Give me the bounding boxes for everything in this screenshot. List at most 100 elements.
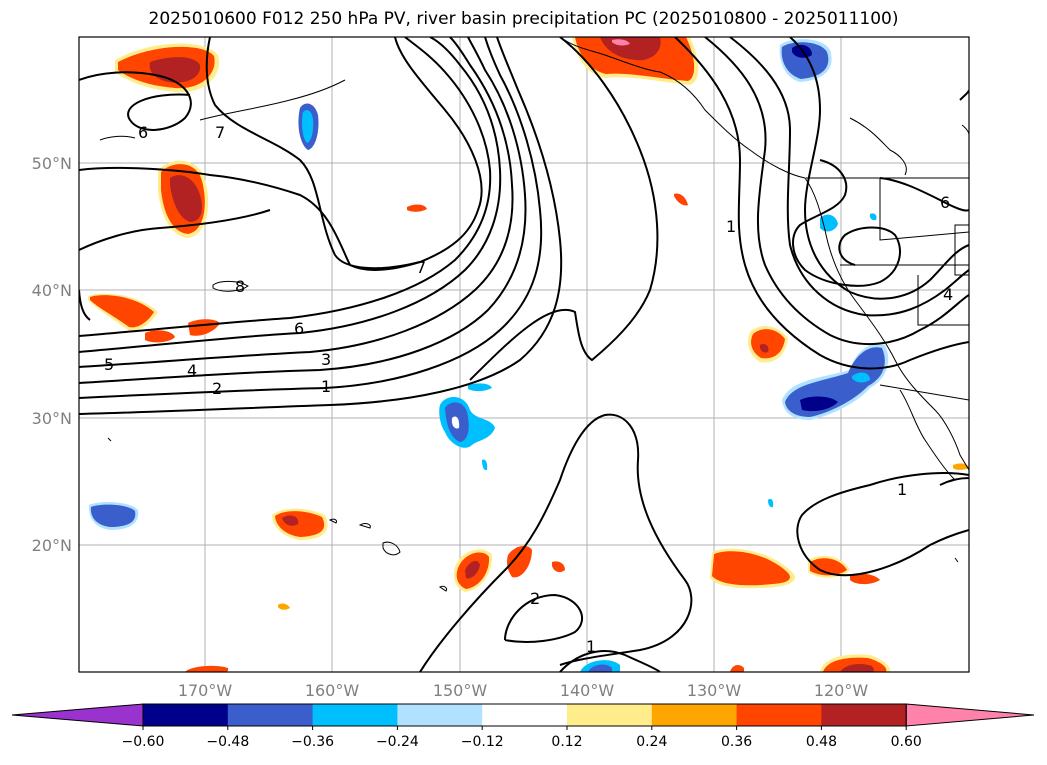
pv-contour-6-loop [792, 159, 901, 287]
contour-label: 5 [104, 355, 114, 374]
tiny-island-b [439, 585, 447, 592]
colorbar-tick-label: −0.60 [122, 734, 165, 750]
precip-blob-39n-175w [88, 293, 158, 331]
contour-label: 6 [294, 319, 304, 338]
precip-neg-blob-22n-178w [88, 502, 139, 530]
pv-contour-7-west [79, 166, 421, 271]
colorbar-extend-min [11, 703, 144, 727]
pv-contour-1-south-east [796, 472, 969, 577]
state-border-a [879, 178, 969, 241]
pv-contour-2-south [419, 413, 693, 672]
colorbar-tick-label: 0.12 [551, 734, 582, 750]
precip-blob-alaska [572, 37, 699, 85]
colorbar-tick-label: −0.12 [461, 734, 504, 750]
contour-label: 2 [530, 589, 540, 608]
contour-label: 4 [187, 361, 197, 380]
pv-contour-2 [79, 37, 543, 399]
contour-label: 3 [321, 350, 331, 369]
contour-labels: 6 7 7 6 5 4 3 2 1 1 6 4 1 2 1 8 [104, 123, 953, 656]
colorbar-segment [821, 704, 907, 726]
negative-precip-regions [88, 39, 889, 672]
precip-neg-blob-55n-inner [302, 110, 314, 143]
pv-contour-4-east [789, 37, 969, 300]
precip-blob-tiny-f [850, 573, 880, 585]
colorbar-frame [142, 703, 907, 727]
pv-contour-1-west [79, 37, 563, 415]
colorbar-segment [143, 704, 229, 726]
colorbar-segment [736, 704, 822, 726]
precip-blob-tiny-j [953, 463, 969, 470]
lon-label: 160°W [305, 681, 360, 700]
precip-blob-tiny-e [552, 561, 565, 573]
contour-label: 4 [943, 285, 953, 304]
colorbar-segment [482, 704, 568, 726]
lon-label: 120°W [814, 681, 869, 700]
colorbar-tick-label: 0.48 [806, 734, 837, 750]
pv-contour-6-east-tail [879, 177, 969, 212]
precip-blob-11n-120w [820, 654, 891, 672]
precip-neg-blob-nne [779, 39, 832, 82]
precip-blob-small-a [145, 330, 175, 343]
precip-neg-blob-tiny-o [768, 498, 774, 508]
pv-contour-1-ridge [469, 37, 659, 381]
pv-contour-3-east [729, 37, 969, 317]
colorbar: −0.60 −0.48 −0.36 −0.24 −0.12 0.12 0.24 0.36 0.4… [11, 703, 1035, 750]
precip-blob-48n-170w [158, 160, 209, 238]
precip-neg-blob-tiny-n [869, 213, 877, 221]
lat-label: 20°N [32, 536, 72, 555]
lat-label: 30°N [32, 409, 72, 428]
state-border-d [954, 224, 969, 276]
precip-neg-blob-tiny-k [468, 383, 492, 392]
state-border-c [917, 275, 969, 326]
precip-neg-blob-32n-120w [782, 343, 889, 420]
colorbar-segment [651, 704, 738, 726]
lon-label: 150°W [433, 681, 488, 700]
map-title: 2025010600 F012 250 hPa PV, river basin … [148, 9, 899, 29]
lon-label: 130°W [687, 681, 742, 700]
colorbar-tick-label: 0.60 [891, 734, 922, 750]
precip-blob-17n-120w [808, 555, 850, 578]
colorbar-tick-label: −0.36 [291, 734, 334, 750]
contour-label: 1 [897, 480, 907, 499]
precip-blob-21n-160w [272, 508, 328, 540]
precip-blob-17n-128w [710, 548, 795, 589]
precip-neg-blob-30n-150w [439, 396, 495, 448]
contour-label: 6 [138, 123, 148, 142]
pv-contour-1-south-east-b [939, 477, 969, 486]
latitude-labels: 50°N 40°N 30°N 20°N [32, 154, 72, 555]
precip-blob-tiny-d [674, 193, 688, 206]
pv-contour-1-south [559, 650, 661, 672]
pv-contour-2-south-loop [504, 593, 584, 643]
precip-blob-36n-126w [748, 326, 788, 363]
contour-label: 6 [940, 193, 950, 212]
pv-contour-1-east [674, 37, 969, 370]
contour-label: 1 [726, 217, 736, 236]
colorbar-tick-label: −0.48 [206, 734, 249, 750]
hawaii-island-3 [382, 541, 401, 556]
pv-contour-7-trough [205, 37, 483, 270]
precip-blob-18n-146w [507, 545, 532, 578]
lat-label: 50°N [32, 154, 72, 173]
colorbar-tick-label: 0.24 [636, 734, 667, 750]
pv-contour-3 [79, 37, 527, 384]
lat-label: 40°N [32, 281, 72, 300]
baja-coast [899, 389, 956, 481]
colorbar-segment [397, 704, 483, 726]
hawaii-island-2 [358, 523, 371, 529]
colorbar-extend-max [905, 703, 1035, 727]
precip-blob-tiny-c [407, 204, 427, 212]
pv-contour-2-east [704, 37, 969, 346]
precip-blob-nw [115, 43, 220, 93]
colorbar-tick-label: 0.36 [721, 734, 752, 750]
precip-blob-bottom-g [185, 665, 229, 672]
tiny-island-d [954, 557, 959, 563]
us-mexico-border [879, 384, 969, 401]
longitude-labels: 170°W 160°W 150°W 140°W 130°W 120°W [178, 681, 869, 700]
colorbar-segment [312, 704, 398, 726]
bc-coast-inland [849, 117, 907, 176]
pv-contour-upper-west [79, 209, 271, 251]
lon-label: 170°W [178, 681, 233, 700]
colorbar-segment [567, 704, 653, 726]
contour-label: 7 [215, 123, 225, 142]
